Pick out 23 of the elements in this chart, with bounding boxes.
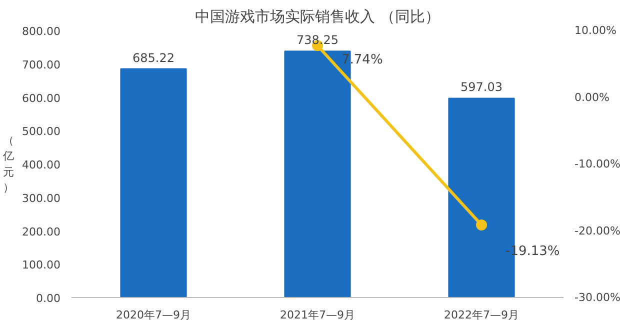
y-tick-label: 400.00	[22, 158, 61, 172]
chart-title: 中国游戏市场实际销售收入 （同比）	[195, 8, 440, 26]
y-tick-label: 200.00	[22, 225, 61, 238]
data-label: 738.25	[296, 33, 339, 48]
y2-tick-label: 10.00%	[574, 24, 616, 37]
y-tick-label: 800.00	[22, 25, 61, 38]
y-tick-label: 100.00	[22, 258, 61, 272]
y-tick-label: 500.00	[22, 125, 61, 138]
y-tick-label: 0.00	[36, 292, 61, 305]
y2-tick-label: 0.00%	[574, 90, 610, 104]
y-tick-label: 300.00	[22, 192, 61, 205]
y-tick-label: 700.00	[22, 58, 61, 72]
y2-tick-label: -20.00%	[574, 224, 620, 238]
y2-tick-label: -30.00%	[574, 291, 620, 304]
x-tick-label: 2021年7—9月	[280, 308, 356, 322]
data-label: 685.22	[132, 50, 175, 65]
x-tick-label: 2022年7—9月	[444, 308, 520, 322]
y-tick-label: 600.00	[22, 92, 61, 105]
y-axis-title: （亿元）	[2, 134, 14, 194]
bar	[120, 68, 187, 298]
y2-tick-label: -10.00%	[574, 158, 620, 170]
x-tick-label: 2020年7—9月	[116, 308, 192, 322]
data-label: 597.03	[460, 80, 503, 94]
